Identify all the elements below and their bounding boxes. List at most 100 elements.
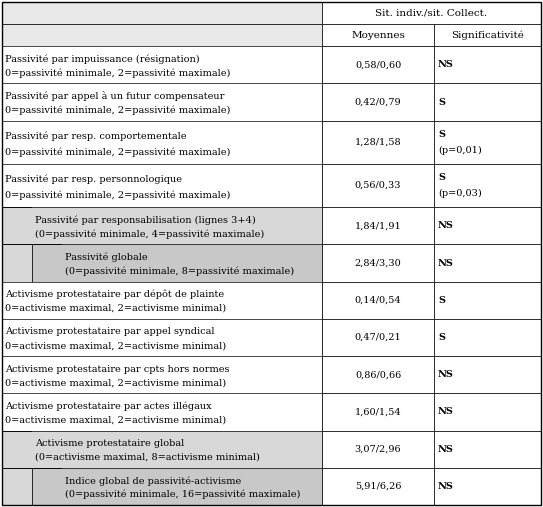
- Text: 0,47/0,21: 0,47/0,21: [355, 333, 401, 342]
- Bar: [2, 121, 322, 164]
- Bar: [2, 468, 322, 505]
- Text: 2,84/3,30: 2,84/3,30: [355, 259, 401, 268]
- Bar: [2, 207, 322, 244]
- Bar: [2, 468, 322, 505]
- Bar: [322, 121, 434, 164]
- Bar: [2, 356, 322, 393]
- Text: 0,14/0,54: 0,14/0,54: [355, 296, 401, 305]
- Bar: [2, 282, 322, 319]
- Bar: [2, 46, 322, 84]
- Text: (0=activisme maximal, 8=activisme minimal): (0=activisme maximal, 8=activisme minima…: [35, 453, 260, 462]
- Bar: [2, 356, 322, 393]
- Text: Activisme protestataire par actes illégaux: Activisme protestataire par actes illéga…: [5, 402, 212, 411]
- Text: NS: NS: [438, 482, 454, 491]
- Bar: [434, 121, 541, 164]
- Text: Passivité par appel à un futur compensateur: Passivité par appel à un futur compensat…: [5, 92, 224, 101]
- Text: 0=passivité minimale, 2=passivité maximale): 0=passivité minimale, 2=passivité maxima…: [5, 105, 230, 115]
- Bar: [434, 319, 541, 356]
- Bar: [322, 356, 434, 393]
- Bar: [2, 319, 322, 356]
- Bar: [2, 121, 322, 164]
- Text: 0=passivité minimale, 2=passivité maximale): 0=passivité minimale, 2=passivité maxima…: [5, 68, 230, 78]
- Text: 0,42/0,79: 0,42/0,79: [355, 97, 401, 106]
- Bar: [2, 46, 322, 84]
- Bar: [2, 84, 322, 121]
- Text: Indice global de passivité-activisme: Indice global de passivité-activisme: [65, 476, 241, 486]
- Bar: [2, 244, 322, 282]
- Text: S: S: [438, 130, 445, 139]
- Text: 0=activisme maximal, 2=activisme minimal): 0=activisme maximal, 2=activisme minimal…: [5, 378, 226, 387]
- Bar: [2, 164, 322, 207]
- Bar: [2, 164, 322, 207]
- Text: S: S: [438, 173, 445, 183]
- Text: 0=activisme maximal, 2=activisme minimal): 0=activisme maximal, 2=activisme minimal…: [5, 341, 226, 350]
- Bar: [434, 24, 541, 46]
- Text: S: S: [438, 97, 445, 106]
- Text: Activisme protestataire par appel syndical: Activisme protestataire par appel syndic…: [5, 328, 214, 337]
- Text: S: S: [438, 333, 445, 342]
- Text: NS: NS: [438, 60, 454, 69]
- Text: Passivité par impuissance (résignation): Passivité par impuissance (résignation): [5, 55, 200, 64]
- Text: Passivité globale: Passivité globale: [65, 252, 148, 262]
- Bar: [2, 356, 322, 393]
- Text: Moyennes: Moyennes: [351, 31, 405, 40]
- Text: (0=passivité minimale, 4=passivité maximale): (0=passivité minimale, 4=passivité maxim…: [35, 229, 264, 239]
- Text: (0=passivité minimale, 8=passivité maximale): (0=passivité minimale, 8=passivité maxim…: [65, 267, 294, 276]
- Bar: [2, 207, 32, 244]
- Text: Sit. indiv./sit. Collect.: Sit. indiv./sit. Collect.: [375, 9, 488, 18]
- Text: 0=activisme maximal, 2=activisme minimal): 0=activisme maximal, 2=activisme minimal…: [5, 416, 226, 425]
- Bar: [32, 430, 322, 468]
- Bar: [2, 164, 322, 207]
- Bar: [322, 207, 434, 244]
- Bar: [322, 282, 434, 319]
- Text: 3,07/2,96: 3,07/2,96: [355, 445, 401, 454]
- Bar: [322, 393, 434, 430]
- Bar: [322, 430, 434, 468]
- Text: 1,84/1,91: 1,84/1,91: [355, 222, 401, 230]
- Text: NS: NS: [438, 445, 454, 454]
- Text: Activisme protestataire par cpts hors normes: Activisme protestataire par cpts hors no…: [5, 365, 230, 374]
- Bar: [32, 468, 62, 505]
- Bar: [434, 393, 541, 430]
- Bar: [2, 84, 322, 121]
- Text: NS: NS: [438, 370, 454, 379]
- Bar: [2, 430, 322, 468]
- Bar: [32, 244, 62, 282]
- Text: Activisme protestataire par dépôt de plainte: Activisme protestataire par dépôt de pla…: [5, 290, 224, 300]
- Bar: [322, 24, 434, 46]
- Text: (p=0,01): (p=0,01): [438, 146, 482, 155]
- Bar: [62, 244, 322, 282]
- Bar: [32, 207, 322, 244]
- Bar: [2, 393, 322, 430]
- Bar: [434, 430, 541, 468]
- Text: Significativité: Significativité: [451, 30, 524, 40]
- Bar: [2, 393, 322, 430]
- Bar: [2, 468, 32, 505]
- Bar: [2, 319, 322, 356]
- Bar: [434, 282, 541, 319]
- Bar: [2, 244, 32, 282]
- Bar: [2, 84, 322, 121]
- Text: S: S: [438, 296, 445, 305]
- Bar: [434, 356, 541, 393]
- Text: 0=passivité minimale, 2=passivité maximale): 0=passivité minimale, 2=passivité maxima…: [5, 147, 230, 157]
- Bar: [2, 393, 322, 430]
- Bar: [322, 468, 434, 505]
- Bar: [434, 84, 541, 121]
- Bar: [2, 46, 322, 84]
- Bar: [2, 207, 322, 244]
- Text: (0=passivité minimale, 16=passivité maximale): (0=passivité minimale, 16=passivité maxi…: [65, 490, 300, 499]
- Text: 5,91/6,26: 5,91/6,26: [355, 482, 401, 491]
- Bar: [322, 164, 434, 207]
- Text: 0,58/0,60: 0,58/0,60: [355, 60, 401, 69]
- Bar: [2, 430, 322, 468]
- Text: NS: NS: [438, 259, 454, 268]
- Text: 1,60/1,54: 1,60/1,54: [355, 408, 401, 416]
- Bar: [322, 46, 434, 84]
- Text: 0=passivité minimale, 2=passivité maximale): 0=passivité minimale, 2=passivité maxima…: [5, 190, 230, 200]
- Bar: [62, 468, 322, 505]
- Text: 0,56/0,33: 0,56/0,33: [355, 181, 401, 190]
- Text: 1,28/1,58: 1,28/1,58: [355, 138, 401, 147]
- Bar: [322, 2, 541, 24]
- Bar: [2, 244, 322, 282]
